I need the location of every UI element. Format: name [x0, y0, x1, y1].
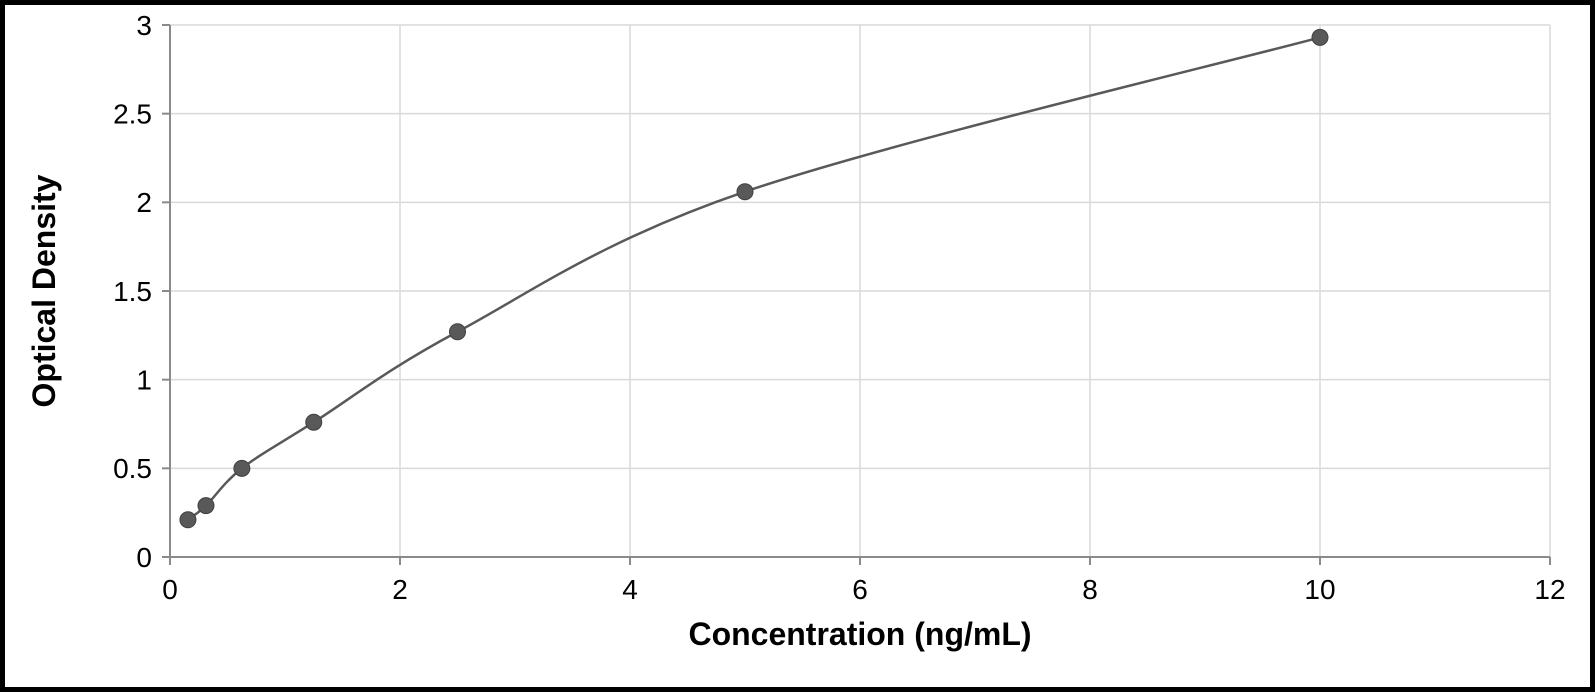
y-tick-label: 1.5: [113, 276, 152, 307]
chart-outer-frame: 0 2 4 6 8 10 12 0 0.5 1 1.5 2 2.5 3 Optical Density Con…: [0, 0, 1595, 692]
x-tick-label: 12: [1534, 574, 1565, 605]
y-tick-label: 2: [136, 187, 152, 218]
y-tick-label: 1: [136, 364, 152, 395]
y-axis-label: Optical Density: [26, 174, 62, 407]
x-axis-label: Concentration (ng/mL): [688, 616, 1031, 652]
y-tick-label: 2.5: [113, 98, 152, 129]
x-tick-label: 4: [622, 574, 638, 605]
x-tick-label: 0: [162, 574, 178, 605]
data-point-marker: [306, 414, 322, 430]
x-tick-label: 8: [1082, 574, 1098, 605]
x-tick-label: 10: [1304, 574, 1335, 605]
x-tick-label: 6: [852, 574, 868, 605]
data-point-marker: [234, 460, 250, 476]
x-tick-label: 2: [392, 574, 408, 605]
data-point-marker: [450, 324, 466, 340]
data-point-marker: [1312, 29, 1328, 45]
y-tick-label: 0.5: [113, 453, 152, 484]
chart-svg: 0 2 4 6 8 10 12 0 0.5 1 1.5 2 2.5 3 Optical Density Con…: [5, 5, 1590, 687]
data-point-marker: [737, 184, 753, 200]
y-tick-label: 0: [136, 542, 152, 573]
data-point-marker: [198, 498, 214, 514]
data-point-marker: [180, 512, 196, 528]
y-tick-label: 3: [136, 10, 152, 41]
